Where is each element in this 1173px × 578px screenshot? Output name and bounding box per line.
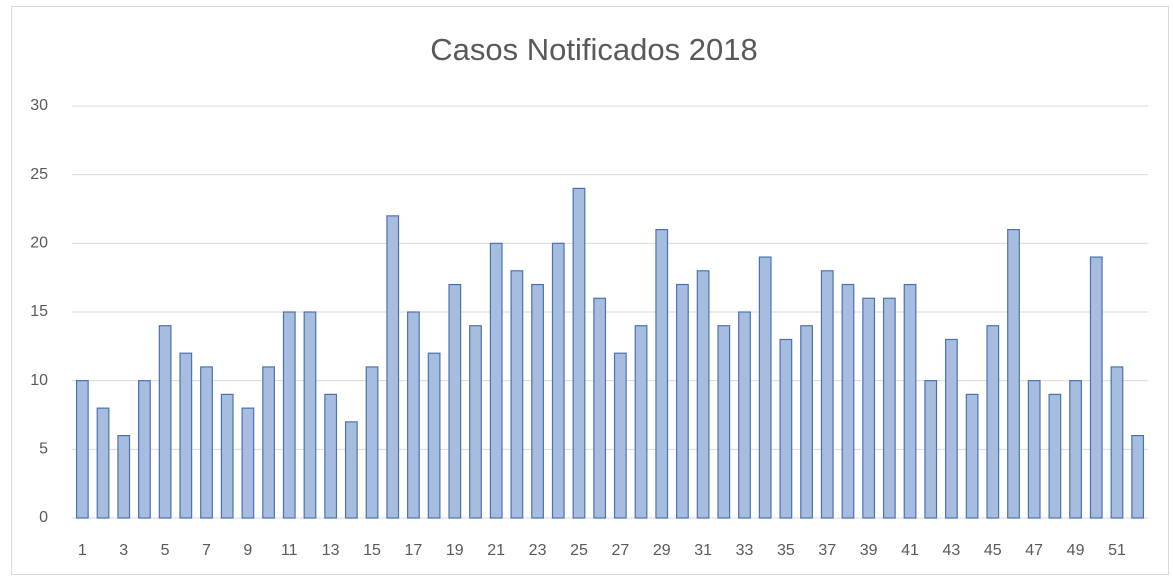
bar <box>965 393 979 519</box>
bar <box>324 393 338 519</box>
bar <box>676 283 689 519</box>
x-tick-label: 45 <box>984 542 1002 559</box>
bar <box>510 270 524 519</box>
bar <box>386 215 400 519</box>
bar <box>1131 435 1145 519</box>
y-tick-label: 5 <box>39 441 48 458</box>
x-tick-label: 15 <box>363 542 381 559</box>
x-tick-label: 47 <box>1025 542 1043 559</box>
x-tick-label: 17 <box>405 542 423 559</box>
bar <box>407 311 420 519</box>
y-tick-label: 0 <box>39 509 48 526</box>
x-tick-label: 19 <box>446 542 464 559</box>
x-tick-label: 23 <box>529 542 547 559</box>
y-tick-label: 10 <box>30 372 48 389</box>
x-tick-label: 5 <box>161 542 170 559</box>
bar <box>138 380 151 519</box>
bar <box>448 283 462 519</box>
bar <box>200 366 213 519</box>
bar <box>489 242 503 519</box>
bar <box>117 435 131 519</box>
x-tick-label: 49 <box>1067 542 1085 559</box>
bar <box>924 380 938 519</box>
bar <box>344 421 358 519</box>
x-tick-label: 21 <box>487 542 505 559</box>
bar <box>158 325 172 519</box>
x-tick-label: 33 <box>736 542 754 559</box>
x-tick-label: 39 <box>860 542 878 559</box>
bar <box>1110 366 1124 519</box>
bar <box>862 297 876 519</box>
x-tick-label: 13 <box>322 542 340 559</box>
bar <box>655 229 669 519</box>
bar <box>572 187 586 519</box>
bar <box>717 325 731 519</box>
bar <box>531 283 544 519</box>
bar <box>1007 229 1020 519</box>
x-tick-label: 3 <box>119 542 128 559</box>
bar <box>986 325 1000 519</box>
x-tick-label: 37 <box>818 542 836 559</box>
x-tick-label: 9 <box>243 542 252 559</box>
bar <box>282 311 296 519</box>
bar <box>1027 380 1041 519</box>
chart-title: Casos Notificados 2018 <box>430 32 757 67</box>
bar <box>1069 380 1082 519</box>
bar <box>303 311 317 519</box>
x-tick-label: 11 <box>281 542 298 559</box>
x-tick-label: 43 <box>943 542 961 559</box>
x-tick-label: 31 <box>694 542 712 559</box>
bar <box>551 242 565 519</box>
bar <box>1048 393 1062 519</box>
bar <box>593 297 607 519</box>
bar <box>469 325 482 519</box>
bar <box>427 352 441 519</box>
bar <box>882 297 896 519</box>
x-tick-label: 1 <box>78 542 87 559</box>
x-tick-label: 51 <box>1108 542 1126 559</box>
bar <box>779 338 793 519</box>
x-tick-label: 25 <box>570 542 588 559</box>
bar <box>738 311 751 519</box>
bar <box>220 393 234 519</box>
x-tick-label: 35 <box>777 542 795 559</box>
y-tick-label: 15 <box>30 303 48 320</box>
bar <box>365 366 379 519</box>
bar <box>75 380 89 519</box>
bar <box>758 256 772 519</box>
bar <box>96 407 110 519</box>
y-tick-label: 25 <box>30 166 48 183</box>
bar <box>634 325 648 519</box>
y-tick-label: 30 <box>30 97 48 114</box>
x-tick-label: 7 <box>202 542 211 559</box>
bar <box>820 270 834 519</box>
bar <box>262 366 275 519</box>
x-tick-label: 41 <box>901 542 919 559</box>
x-tick-label: 29 <box>653 542 671 559</box>
bar <box>696 270 710 519</box>
bar <box>945 338 958 519</box>
x-tick-label: 27 <box>611 542 629 559</box>
y-tick-label: 20 <box>30 235 48 252</box>
bar <box>241 407 255 519</box>
bar <box>1089 256 1103 519</box>
bar <box>800 325 813 519</box>
bar <box>841 283 855 519</box>
bar <box>903 283 917 519</box>
bar <box>179 352 193 519</box>
bar <box>613 352 627 519</box>
